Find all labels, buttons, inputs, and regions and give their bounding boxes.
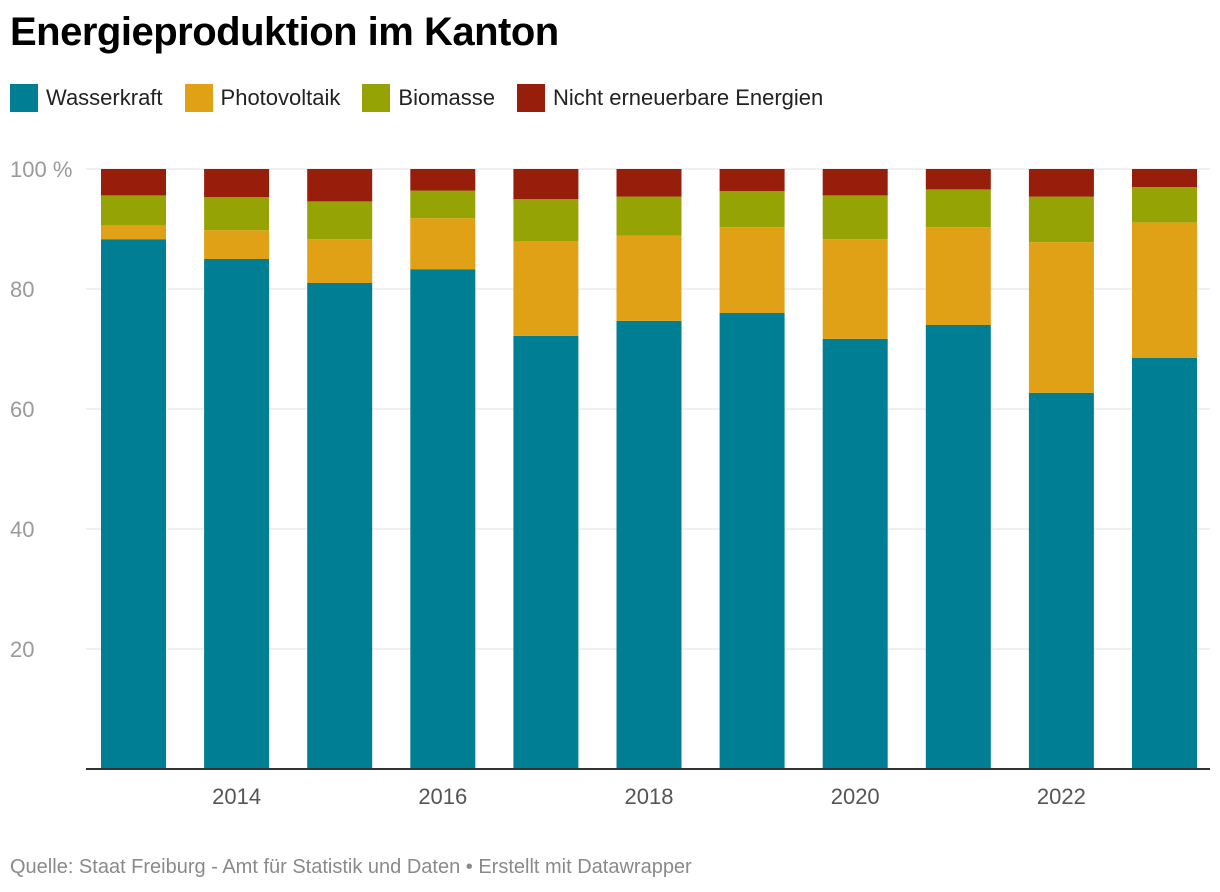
bar-segment-biomasse-2017 [513, 199, 579, 241]
legend-item-nicht-erneuerbare: Nicht erneuerbare Energien [516, 84, 824, 112]
bar-segment-biomasse-2015 [307, 201, 373, 240]
legend-swatch-photovoltaik [184, 84, 213, 112]
legend-label-photovoltaik: Photovoltaik [220, 85, 341, 110]
bar-segment-wasserkraft-2019 [719, 313, 785, 769]
legend-swatch-biomasse [362, 84, 391, 112]
bar-segment-photovoltaik-2021 [925, 227, 991, 325]
legend-item-biomasse: Biomasse [362, 84, 495, 112]
bar-segment-photovoltaik-2017 [513, 241, 579, 336]
legend-label-nicht-erneuerbare: Nicht erneuerbare Energien [552, 85, 824, 110]
y-tick-label: 20 [10, 637, 34, 662]
bar-segment-biomasse-2016 [410, 190, 476, 219]
source-note: Quelle: Staat Freiburg - Amt für Statist… [10, 856, 692, 878]
x-tick-label: 2020 [831, 784, 880, 809]
bar-segment-wasserkraft-2018 [616, 320, 682, 769]
bar-segment-nicht-erneuerbare-energien-2014 [204, 169, 270, 198]
bar-segment-biomasse-2018 [616, 196, 682, 236]
legend-item-photovoltaik: Photovoltaik [184, 84, 341, 112]
bar-segment-biomasse-2019 [719, 191, 785, 228]
bar-segment-nicht-erneuerbare-energien-2013 [101, 169, 166, 196]
bar-segment-wasserkraft-2013 [101, 239, 166, 769]
x-tick-label: 2018 [625, 784, 674, 809]
bar-segment-biomasse-2014 [204, 197, 270, 231]
bar-segment-photovoltaik-2019 [719, 227, 785, 313]
bar-segment-nicht-erneuerbare-energien-2016 [410, 169, 476, 191]
y-tick-label: 80 [10, 277, 34, 302]
bar-segment-wasserkraft-2017 [513, 335, 579, 769]
legend-label-biomasse: Biomasse [398, 85, 495, 110]
bar-segment-biomasse-2013 [101, 195, 166, 226]
chart-title: Energieproduktion im Kanton [10, 10, 559, 54]
bar-segment-nicht-erneuerbare-energien-2015 [307, 169, 373, 202]
bar-segment-nicht-erneuerbare-energien-2021 [925, 169, 991, 190]
bar-segment-wasserkraft-2015 [307, 283, 373, 769]
bar-segment-wasserkraft-2023 [1132, 358, 1197, 769]
y-tick-label: 60 [10, 397, 34, 422]
bar-segment-nicht-erneuerbare-energien-2017 [513, 169, 579, 199]
bar-segment-nicht-erneuerbare-energien-2022 [1028, 169, 1094, 197]
bar-segment-wasserkraft-2014 [204, 259, 270, 769]
bar-segment-wasserkraft-2016 [410, 269, 476, 769]
bar-segment-photovoltaik-2020 [822, 239, 888, 339]
legend-label-wasserkraft: Wasserkraft [46, 85, 163, 110]
bar-segment-nicht-erneuerbare-energien-2020 [822, 169, 888, 196]
bar-segment-nicht-erneuerbare-energien-2019 [719, 169, 785, 192]
bar-segment-nicht-erneuerbare-energien-2023 [1132, 169, 1197, 187]
x-tick-label: 2022 [1037, 784, 1086, 809]
bar-segment-photovoltaik-2016 [410, 218, 476, 270]
bar-segment-biomasse-2022 [1028, 196, 1094, 243]
bar-segment-wasserkraft-2022 [1028, 392, 1094, 769]
bar-segment-photovoltaik-2015 [307, 239, 373, 283]
x-tick-label: 2016 [418, 784, 467, 809]
legend-item-wasserkraft: Wasserkraft [10, 84, 163, 112]
bar-segment-nicht-erneuerbare-energien-2018 [616, 169, 682, 197]
bar-segment-photovoltaik-2022 [1028, 242, 1094, 393]
bar-segment-photovoltaik-2023 [1132, 222, 1197, 358]
bar-segment-photovoltaik-2018 [616, 235, 682, 321]
bar-segment-wasserkraft-2021 [925, 325, 991, 769]
x-tick-label: 2014 [212, 784, 261, 809]
legend-swatch-nicht-erneuerbare [516, 84, 545, 112]
legend-swatch-wasserkraft [10, 84, 38, 112]
bar-segment-photovoltaik-2014 [204, 230, 270, 259]
bar-segment-biomasse-2023 [1132, 187, 1197, 223]
bar-segment-photovoltaik-2013 [101, 225, 166, 240]
y-tick-label: 40 [10, 517, 34, 542]
bar-segment-biomasse-2021 [925, 189, 991, 228]
bar-segment-biomasse-2020 [822, 195, 888, 240]
y-tick-label: 100 % [10, 157, 72, 182]
legend: Wasserkraft Photovoltaik Biomasse Nicht … [10, 84, 845, 112]
bar-segment-wasserkraft-2020 [822, 338, 888, 769]
